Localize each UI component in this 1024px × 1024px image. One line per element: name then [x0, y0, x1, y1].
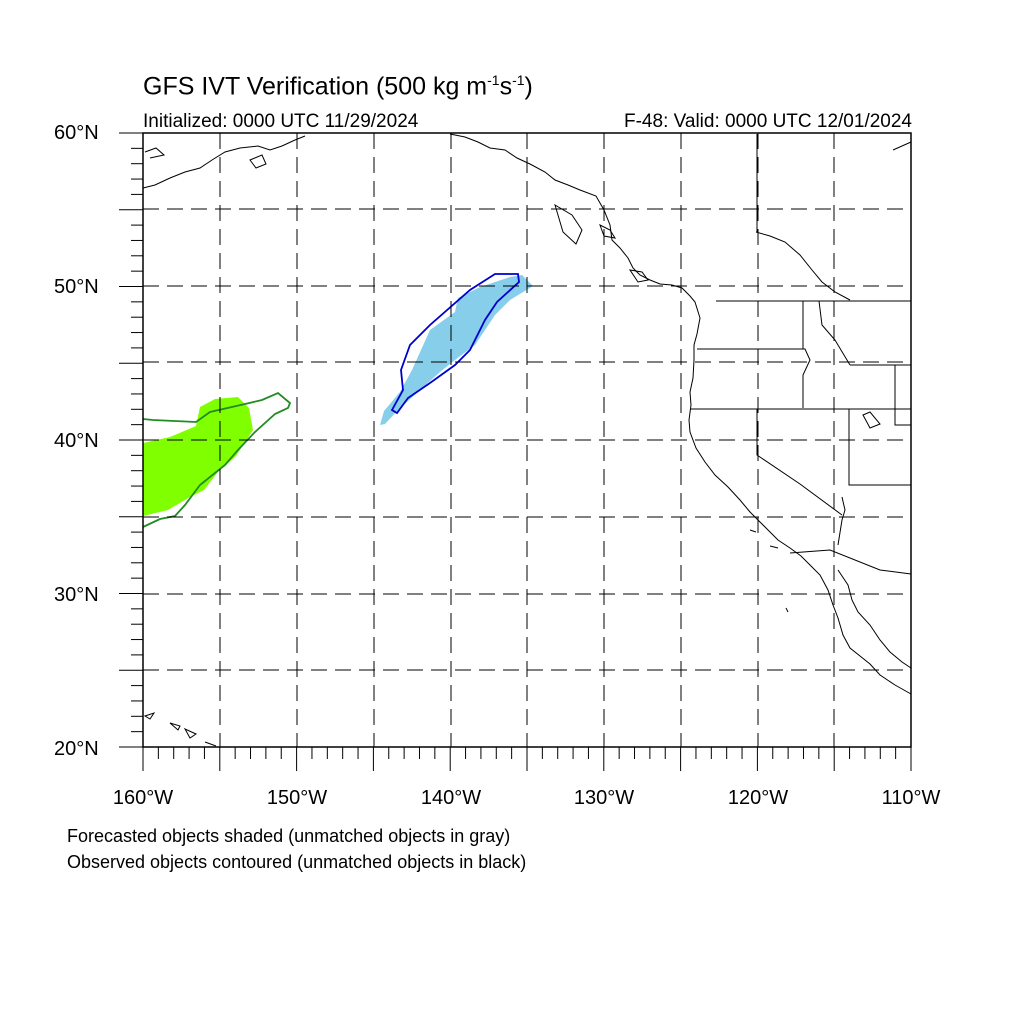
- note-observed: Observed objects contoured (unmatched ob…: [67, 852, 527, 872]
- observed-object-2-contour: [390, 273, 520, 415]
- lat-label-50n: 50°N: [54, 276, 99, 298]
- initialized-time: Initialized: 0000 UTC 11/29/2024: [143, 111, 419, 132]
- lat-label-20n: 20°N: [54, 738, 99, 760]
- lon-label-150w: 150°W: [266, 787, 328, 809]
- note-forecast: Forecasted objects shaded (unmatched obj…: [67, 826, 511, 846]
- lon-label-110w: 110°W: [881, 787, 941, 809]
- grid-lines: [143, 133, 911, 747]
- valid-time: F-48: Valid: 0000 UTC 12/01/2024: [624, 111, 912, 132]
- forecast-object-2: [380, 275, 533, 425]
- chart-title: GFS IVT Verification (500 kg m-1s-1): [143, 72, 533, 101]
- lat-label-60n: 60°N: [54, 122, 99, 144]
- forecast-object-1: [143, 397, 253, 516]
- coastlines: [142, 133, 912, 747]
- tick-marks: [119, 132, 912, 771]
- lon-label-120w: 120°W: [727, 787, 789, 809]
- lon-label-130w: 130°W: [573, 787, 635, 809]
- observed-object-1-contour: [142, 391, 292, 528]
- lat-label-40n: 40°N: [54, 430, 99, 452]
- lon-label-160w: 160°W: [112, 787, 174, 809]
- political-boundaries: [690, 134, 912, 575]
- lat-label-30n: 30°N: [54, 584, 99, 606]
- lon-label-140w: 140°W: [420, 787, 482, 809]
